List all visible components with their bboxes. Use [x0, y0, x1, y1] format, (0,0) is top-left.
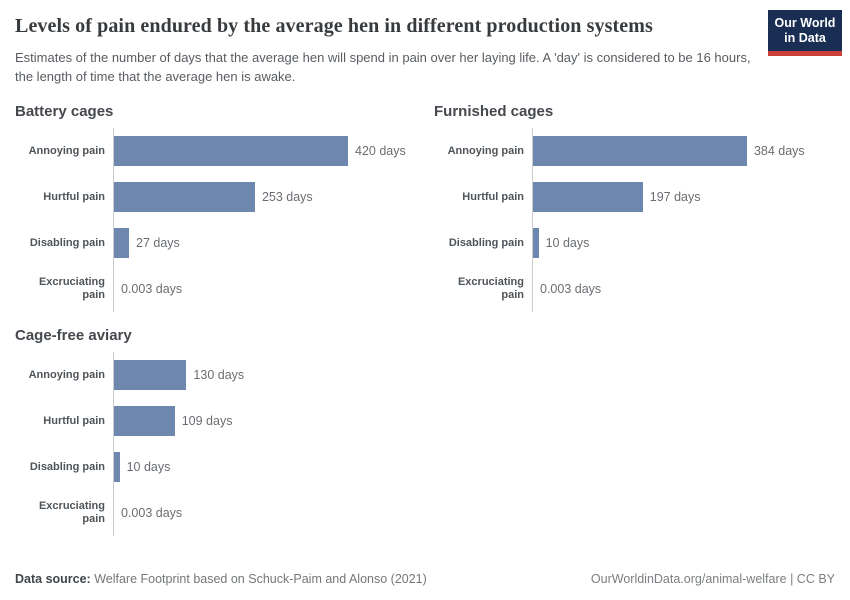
- plot-area: 384 days: [532, 128, 835, 174]
- bar-row: Excruciating pain 0.003 days: [15, 490, 416, 536]
- plot-area: 197 days: [532, 174, 835, 220]
- data-source-label: Data source:: [15, 572, 91, 586]
- bar: [533, 228, 539, 258]
- chart-panel-battery-cages: Battery cages Annoying pain 420 days Hurtf…: [15, 102, 416, 312]
- value-label: 197 days: [649, 190, 701, 204]
- chart-rows: Annoying pain 384 days Hurtful pain 197 day…: [434, 128, 835, 312]
- chart-subtitle: Estimates of the number of days that the…: [15, 50, 751, 84]
- plot-area: 0.003 days: [113, 490, 416, 536]
- chart-panel-cage-free-aviary: Cage-free aviary Annoying pain 130 days Hu…: [15, 326, 416, 536]
- title-block: Levels of pain endured by the average he…: [15, 10, 768, 86]
- bar-row: Disabling pain 27 days: [15, 220, 416, 266]
- bar-row: Excruciating pain 0.003 days: [15, 266, 416, 312]
- bar: [114, 228, 130, 258]
- category-label: Disabling pain: [29, 460, 105, 473]
- value-label: 10 days: [545, 236, 590, 250]
- plot-area: 109 days: [113, 398, 416, 444]
- category-label: Annoying pain: [28, 368, 105, 381]
- category-label: Disabling pain: [29, 236, 105, 249]
- bar-row: Hurtful pain 109 days: [15, 398, 416, 444]
- footer-credit: OurWorldinData.org/animal-welfare | CC B…: [590, 572, 835, 586]
- bar-row: Hurtful pain 253 days: [15, 174, 416, 220]
- chart-panel-title: Furnished cages: [434, 103, 554, 120]
- page-title: Levels of pain endured by the average he…: [15, 15, 653, 37]
- owid-logo-line2: in Data: [784, 31, 826, 45]
- bar: [114, 136, 348, 166]
- bar: [114, 406, 175, 436]
- owid-logo: Our World in Data: [768, 10, 842, 56]
- data-source: Data source: Welfare Footprint based on …: [15, 571, 427, 587]
- bar-row: Hurtful pain 197 days: [434, 174, 835, 220]
- category-label: Excruciating pain: [38, 276, 105, 301]
- bar-row: Annoying pain 420 days: [15, 128, 416, 174]
- charts-grid: Battery cages Annoying pain 420 days Hurtf…: [0, 102, 850, 536]
- plot-area: 130 days: [113, 352, 416, 398]
- category-label: Hurtful pain: [43, 414, 105, 427]
- bar-row: Annoying pain 384 days: [434, 128, 835, 174]
- plot-area: 0.003 days: [113, 266, 416, 312]
- value-label: 109 days: [181, 414, 233, 428]
- value-label: 420 days: [355, 144, 406, 158]
- plot-area: 10 days: [532, 220, 835, 266]
- chart-panel-furnished-cages: Furnished cages Annoying pain 384 days Hur…: [434, 102, 835, 312]
- bar: [114, 360, 187, 390]
- data-source-text: Welfare Footprint based on Schuck-Paim a…: [90, 572, 427, 586]
- plot-area: 10 days: [113, 444, 416, 490]
- value-label: 10 days: [126, 460, 171, 474]
- category-label: Annoying pain: [447, 144, 524, 157]
- footer: Data source: Welfare Footprint based on …: [15, 571, 835, 587]
- plot-area: 253 days: [113, 174, 416, 220]
- value-label: 0.003 days: [540, 282, 602, 296]
- category-label: Excruciating pain: [38, 500, 105, 525]
- category-label: Hurtful pain: [462, 190, 524, 203]
- category-label: Annoying pain: [28, 144, 105, 157]
- category-label: Hurtful pain: [43, 190, 105, 203]
- bar-row: Disabling pain 10 days: [15, 444, 416, 490]
- owid-logo-line1: Our World: [774, 16, 836, 30]
- value-label: 253 days: [261, 190, 313, 204]
- bar-row: Annoying pain 130 days: [15, 352, 416, 398]
- value-label: 130 days: [193, 368, 245, 382]
- value-label: 27 days: [136, 236, 180, 250]
- plot-area: 27 days: [113, 220, 416, 266]
- plot-area: 0.003 days: [532, 266, 835, 312]
- bar-row: Excruciating pain 0.003 days: [434, 266, 835, 312]
- value-label: 0.003 days: [121, 506, 183, 520]
- category-label: Excruciating pain: [457, 276, 524, 301]
- category-label: Disabling pain: [448, 236, 524, 249]
- plot-area: 420 days: [113, 128, 416, 174]
- chart-panel-title: Battery cages: [15, 103, 114, 120]
- chart-panel-title: Cage-free aviary: [15, 327, 132, 344]
- bar-row: Disabling pain 10 days: [434, 220, 835, 266]
- bar: [533, 182, 643, 212]
- header: Levels of pain endured by the average he…: [0, 0, 850, 86]
- chart-rows: Annoying pain 420 days Hurtful pain 253 day…: [15, 128, 416, 312]
- value-label: 0.003 days: [121, 282, 183, 296]
- value-label: 384 days: [753, 144, 805, 158]
- bar: [533, 136, 747, 166]
- bar: [114, 452, 120, 482]
- chart-rows: Annoying pain 130 days Hurtful pain 109 day…: [15, 352, 416, 536]
- bar: [114, 182, 255, 212]
